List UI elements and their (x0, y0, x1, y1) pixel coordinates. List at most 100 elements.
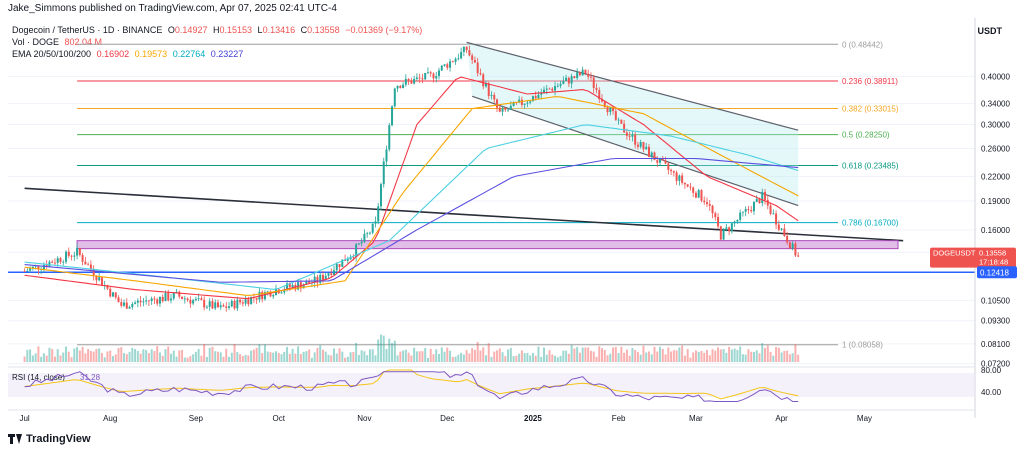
volume-bar (578, 352, 581, 362)
candle-body (333, 270, 336, 275)
volume-bar (142, 349, 145, 362)
volume-bar (606, 355, 609, 362)
volume-bar (465, 350, 468, 362)
candle-body (429, 72, 432, 74)
candle-body (316, 276, 319, 283)
volume-bar (321, 349, 324, 362)
fib-label: 0.382 (0.33015) (842, 105, 899, 114)
candle-body (667, 163, 670, 170)
candle-body (399, 85, 402, 89)
candle-body (330, 273, 333, 275)
volume-bar (183, 357, 186, 362)
volume-bar (382, 335, 385, 362)
ema50-line (24, 96, 799, 296)
fib-label: 0.5 (0.28250) (842, 131, 890, 140)
candle-body (565, 77, 568, 81)
volume-bar (299, 353, 302, 362)
volume-bar (51, 349, 54, 362)
candle-body (170, 298, 173, 301)
support-badge-label: 0.12418 (980, 268, 1009, 277)
candle-body (357, 243, 360, 245)
volume-bar (614, 346, 617, 362)
volume-bar (48, 347, 51, 362)
candle-body (200, 298, 203, 300)
ema-lines (24, 76, 799, 300)
candle-body (164, 293, 167, 302)
volume-bar (797, 354, 800, 362)
volume-bar (360, 350, 363, 362)
candle-body (706, 202, 709, 205)
volume-bar (291, 348, 294, 362)
candle-body (136, 300, 139, 303)
candle-body (540, 93, 543, 95)
volume-bar (327, 354, 330, 362)
volume-bar (385, 348, 388, 362)
candle-body (366, 233, 369, 235)
volume-bar (545, 354, 548, 362)
volume-bar (424, 347, 427, 362)
candle-body (487, 83, 490, 96)
candle-body (775, 213, 778, 225)
candle-body (109, 288, 112, 297)
time-tick-label: Feb (612, 414, 626, 423)
volume-bar (379, 334, 382, 362)
candle-body (678, 175, 681, 181)
candle-body (592, 77, 595, 89)
candle-body (484, 83, 487, 87)
volume-bar (706, 349, 709, 362)
candle-body (134, 302, 137, 304)
volume-bar (111, 356, 114, 362)
candle-body (111, 292, 114, 297)
volume-bar (598, 346, 601, 362)
candle-body (167, 293, 170, 301)
volume-bar (286, 346, 289, 362)
volume-bar (355, 342, 358, 362)
volume-bar (573, 348, 576, 362)
support-zone (76, 240, 899, 250)
candle-body (286, 283, 289, 290)
volume-bar (454, 356, 457, 362)
candle-body (181, 296, 184, 300)
chart-legend: Dogecoin / TetherUS · 1D · BINANCE O0.14… (12, 24, 422, 60)
price-axis: 0.40000 0.34000 0.30000 0.26000 0.22000 0.190… (930, 18, 1017, 418)
volume-bar (89, 351, 92, 362)
candle-body (625, 132, 628, 136)
candle-body (402, 84, 405, 89)
volume-bar (26, 349, 29, 362)
volume-bar (274, 351, 277, 362)
badge-countdown: 17:18:48 (979, 258, 1008, 267)
channel-upper (466, 41, 799, 131)
candle-body (255, 297, 258, 300)
volume-bar (493, 351, 496, 362)
volume-bar (346, 356, 349, 362)
volume-bar (280, 354, 283, 362)
volume-bar (739, 346, 742, 362)
volume-bars (23, 334, 800, 362)
candle-body (545, 88, 548, 90)
candle-body (526, 102, 529, 104)
candle-body (305, 280, 308, 285)
volume-bar (178, 350, 181, 362)
volume-bar (29, 349, 32, 362)
volume-bar (114, 354, 117, 362)
volume-bar (449, 350, 452, 362)
volume-bar (219, 352, 222, 362)
volume-bar (156, 346, 159, 362)
brand-text: TradingView (26, 433, 91, 445)
candle-body (617, 119, 620, 121)
candle-body (512, 102, 515, 106)
time-axis: Jul Aug Sep Oct Nov Dec 2025 Feb Mar Apr May (8, 409, 975, 423)
volume-bar (601, 348, 604, 362)
volume-bar (415, 351, 418, 362)
volume-bar (551, 354, 554, 362)
volume-bar (777, 347, 780, 362)
ohlc-close: C0.13558 (300, 25, 340, 35)
candle-body (468, 50, 471, 56)
volume-bar (208, 347, 211, 362)
volume-bar (529, 355, 532, 362)
candle-body (302, 284, 305, 289)
volume-bar (335, 353, 338, 362)
candle-body (349, 256, 352, 260)
candle-body (534, 96, 537, 99)
